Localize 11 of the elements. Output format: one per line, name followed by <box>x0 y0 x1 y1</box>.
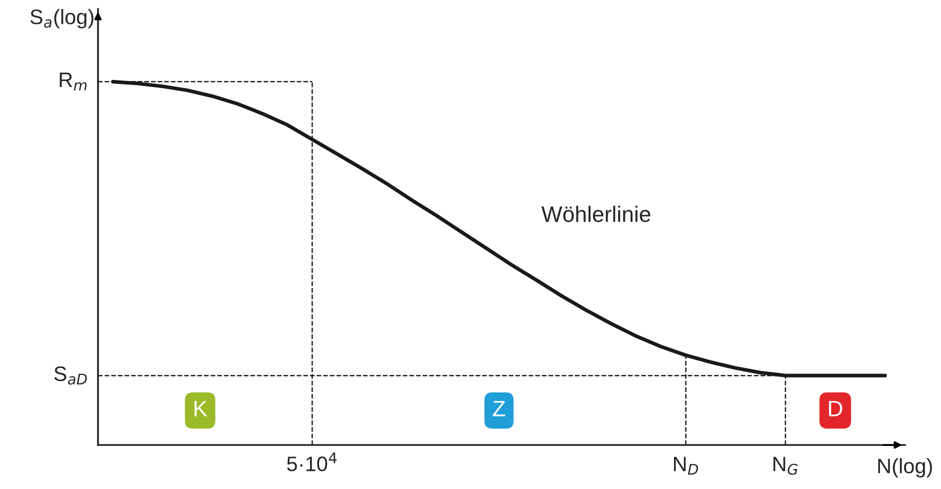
annotation: K <box>194 400 208 416</box>
annotation: D <box>829 400 842 416</box>
ref-line-label: S$_{aD}$ <box>54 366 87 385</box>
x-tick-label: N$_{G}$ <box>774 456 798 475</box>
x-tick-label: N$_{D}$ <box>674 456 698 475</box>
annotation: Wöhlerlinie <box>541 206 650 222</box>
x-tick-label: 5·10$^{4}$ <box>287 452 337 472</box>
y-axis-title: S$_{a}$(log) <box>30 9 94 28</box>
annotation: Z <box>492 400 506 416</box>
x-axis-title: N(log) <box>878 458 932 478</box>
ref-line-label: R$_{m}$ <box>60 72 87 90</box>
